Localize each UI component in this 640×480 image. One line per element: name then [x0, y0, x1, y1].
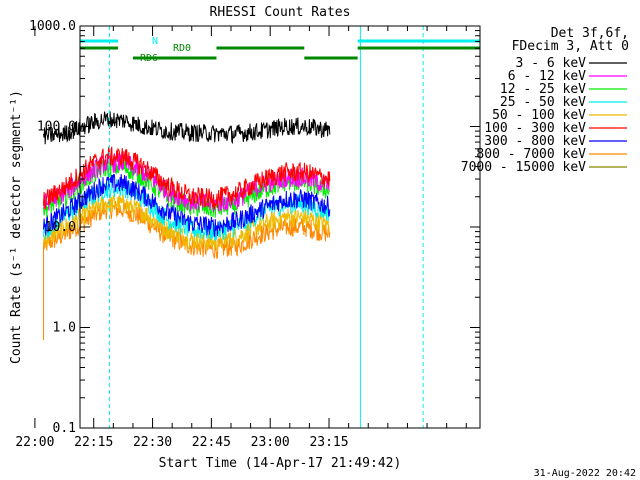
- legend-label-800-7000-kev: 800 - 7000 keV: [476, 147, 586, 162]
- series-line-100-300-kev: [43, 146, 331, 210]
- x-tick-label: 23:00: [251, 435, 290, 450]
- footer-timestamp: 31-Aug-2022 20:42: [534, 468, 636, 479]
- legend-label-100-300-kev: 100 - 300 keV: [484, 121, 586, 136]
- axis-layer: 1000.0 100.0 10.0 1.0 0.122:00 22:15 22:30 22:4…: [15, 19, 480, 450]
- legend-header-line-1: Det 3f,6f,: [551, 26, 629, 41]
- x-axis-label: Start Time (14-Apr-17 21:49:42): [159, 456, 402, 471]
- data-layer: [43, 111, 331, 341]
- legend-label-7000-15000-kev: 7000 - 15000 keV: [461, 160, 586, 175]
- series-line-300-800-kev: [43, 174, 331, 238]
- legend-label-300-800-kev: 300 - 800 keV: [484, 134, 586, 149]
- x-tick-label: 22:45: [192, 435, 231, 450]
- legend-header-line-2: FDecim 3, Att 0: [512, 39, 629, 54]
- chart-title: RHESSI Count Rates: [210, 5, 351, 20]
- y-axis-label: Count Rate (s⁻¹ detector segment⁻¹): [9, 90, 24, 364]
- flag-label-rd6: RD6: [140, 53, 158, 64]
- flag-label-rd0: RD0: [173, 43, 191, 54]
- x-tick-label: 22:30: [133, 435, 172, 450]
- y-tick-label: 10.0: [45, 220, 76, 235]
- legend-label-6-12-kev: 6 - 12 keV: [508, 69, 586, 84]
- x-tick-label: 23:15: [309, 435, 348, 450]
- y-tick-label: 100.0: [37, 120, 76, 135]
- series-line-50-100-kev: [43, 194, 331, 252]
- legend-label-3-6-kev: 3 - 6 keV: [516, 56, 587, 71]
- series-line-3-6-kev: [43, 111, 331, 145]
- series-line-25-50-kev: [43, 178, 331, 242]
- y-tick-label: 1000.0: [29, 19, 76, 34]
- x-tick-label: 22:00: [15, 435, 54, 450]
- legend-label-25-50-kev: 25 - 50 keV: [500, 95, 586, 110]
- legend-label-12-25-kev: 12 - 25 keV: [500, 82, 586, 97]
- y-tick-label: 0.1: [53, 421, 76, 436]
- y-tick-label: 1.0: [53, 321, 76, 336]
- legend-label-50-100-kev: 50 - 100 keV: [492, 108, 586, 123]
- x-tick-label: 22:15: [74, 435, 113, 450]
- flag-label-n: N: [152, 36, 158, 47]
- series-line-6-12-kev: [43, 152, 331, 213]
